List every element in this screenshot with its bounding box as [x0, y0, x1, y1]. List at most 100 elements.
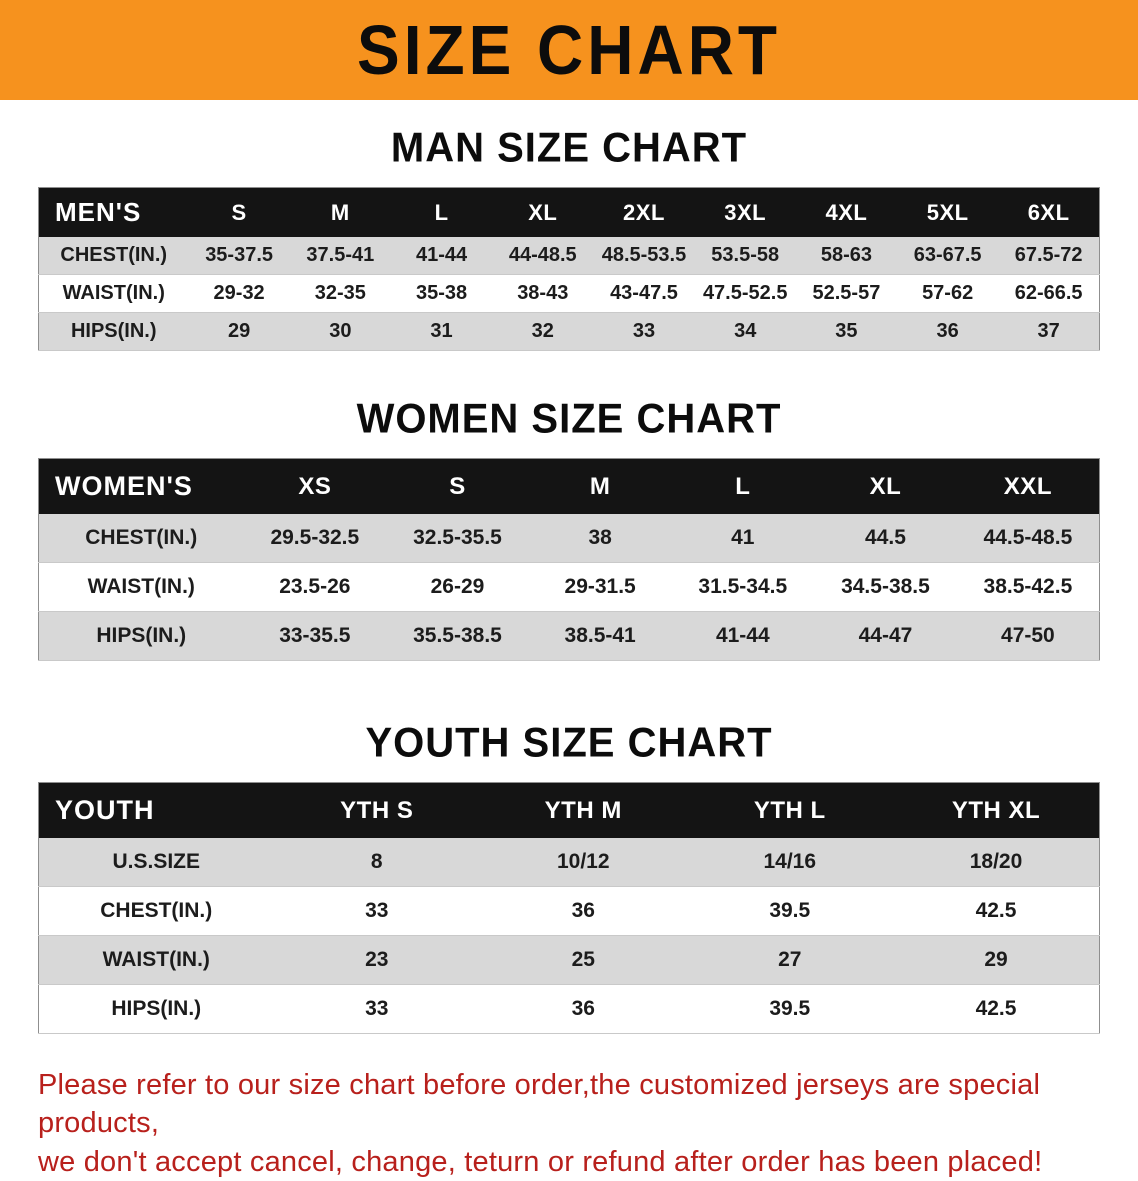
size-value: 39.5 — [686, 886, 893, 936]
size-value: 44-48.5 — [492, 237, 594, 275]
size-value: 42.5 — [893, 984, 1100, 1034]
size-value: 18/20 — [893, 838, 1100, 887]
size-column-header: YTH L — [686, 782, 893, 838]
size-value: 33 — [273, 886, 480, 936]
women-size-table: WOMEN'S XS S M L XL XXL CHEST(IN.) 29.5-32.5 32.5… — [38, 458, 1100, 661]
size-value: 35 — [795, 312, 898, 351]
table-row: CHEST(IN.) 29.5-32.5 32.5-35.5 38 41 44.5 44.5… — [38, 514, 1100, 563]
size-value: 57-62 — [897, 274, 999, 313]
size-column-header: L — [390, 187, 493, 237]
section-men: MAN SIZE CHART MEN'S S M L XL 2XL 3XL 4XL 5XL 6XL C… — [0, 124, 1138, 351]
size-value: 47.5-52.5 — [694, 274, 796, 313]
size-value: 37.5-41 — [289, 237, 391, 275]
disclaimer-line-2: we don't accept cancel, change, teturn o… — [38, 1145, 1043, 1178]
row-label: WAIST(IN.) — [38, 274, 189, 313]
row-label: CHEST(IN.) — [38, 514, 244, 563]
size-value: 48.5-53.5 — [593, 237, 695, 275]
section-title: MAN SIZE CHART — [390, 124, 748, 172]
size-value: 41 — [671, 514, 815, 563]
disclaimer-line-1: Please refer to our size chart before or… — [38, 1069, 1041, 1140]
size-column-header: M — [528, 458, 672, 514]
size-column-header: L — [671, 458, 815, 514]
size-value: 29 — [893, 935, 1100, 985]
size-value: 33 — [273, 984, 480, 1034]
table-row: CHEST(IN.) 33 36 39.5 42.5 — [38, 886, 1100, 936]
size-value: 33 — [593, 312, 695, 351]
table-row: CHEST(IN.) 35-37.5 37.5-41 41-44 44-48.5 48.5… — [38, 237, 1100, 275]
size-value: 10/12 — [480, 838, 687, 887]
size-value: 41-44 — [671, 611, 815, 661]
size-value: 30 — [289, 312, 391, 351]
size-value: 44.5-48.5 — [956, 514, 1100, 563]
size-column-header: 4XL — [795, 187, 898, 237]
size-column-header: 5XL — [897, 187, 999, 237]
size-value: 63-67.5 — [897, 237, 999, 275]
size-value: 32-35 — [289, 274, 391, 313]
size-value: 38-43 — [492, 274, 594, 313]
size-value: 29-32 — [188, 274, 290, 313]
size-column-header: YTH M — [480, 782, 687, 838]
size-column-header: XL — [492, 187, 594, 237]
table-header-row: YOUTH YTH S YTH M YTH L YTH XL — [38, 782, 1100, 838]
size-value: 29.5-32.5 — [243, 514, 387, 563]
section-women: WOMEN SIZE CHART WOMEN'S XS S M L XL XXL CHEST(I… — [0, 396, 1138, 661]
size-value: 31 — [390, 312, 493, 351]
table-row: WAIST(IN.) 23.5-26 26-29 29-31.5 31.5-34.5 34… — [38, 562, 1100, 612]
size-value: 8 — [273, 838, 480, 887]
row-label: CHEST(IN.) — [38, 886, 274, 936]
men-size-table: MEN'S S M L XL 2XL 3XL 4XL 5XL 6XL CHEST(IN.) 35-37… — [38, 187, 1100, 351]
size-value: 44-47 — [814, 611, 957, 661]
size-value: 25 — [480, 935, 687, 985]
size-value: 35-38 — [390, 274, 493, 313]
size-value: 38 — [528, 514, 672, 563]
size-value: 53.5-58 — [694, 237, 796, 275]
table-row: U.S.SIZE 8 10/12 14/16 18/20 — [38, 838, 1100, 887]
youth-size-table: YOUTH YTH S YTH M YTH L YTH XL U.S.SIZE 8 10/12… — [38, 782, 1100, 1034]
size-value: 43-47.5 — [593, 274, 695, 313]
table-header-row: WOMEN'S XS S M L XL XXL — [38, 458, 1100, 514]
size-value: 29-31.5 — [528, 562, 672, 612]
disclaimer: Please refer to our size chart before or… — [38, 1066, 1100, 1181]
row-label-header: MEN'S — [38, 187, 189, 237]
size-value: 14/16 — [686, 838, 893, 887]
size-column-header: S — [188, 187, 290, 237]
section-youth: YOUTH SIZE CHART YOUTH YTH S YTH M YTH L YTH … — [0, 719, 1138, 1034]
size-value: 47-50 — [956, 611, 1100, 661]
size-column-header: XS — [243, 458, 387, 514]
size-value: 39.5 — [686, 984, 893, 1034]
size-value: 23.5-26 — [243, 562, 387, 612]
size-value: 58-63 — [795, 237, 898, 275]
size-value: 35.5-38.5 — [386, 611, 529, 661]
size-value: 62-66.5 — [998, 274, 1100, 313]
size-value: 67.5-72 — [998, 237, 1100, 275]
size-value: 23 — [273, 935, 480, 985]
table-row: WAIST(IN.) 29-32 32-35 35-38 38-43 43-47.5 47.… — [38, 274, 1100, 313]
size-column-header: S — [386, 458, 529, 514]
table-header-row: MEN'S S M L XL 2XL 3XL 4XL 5XL 6XL — [38, 187, 1100, 237]
size-value: 37 — [998, 312, 1100, 351]
size-value: 34 — [694, 312, 796, 351]
size-value: 33-35.5 — [243, 611, 387, 661]
table-row: HIPS(IN.) 33 36 39.5 42.5 — [38, 984, 1100, 1034]
size-value: 32 — [492, 312, 594, 351]
section-title: YOUTH SIZE CHART — [365, 719, 773, 767]
page-title: SIZE CHART — [357, 11, 781, 89]
size-value: 38.5-41 — [528, 611, 672, 661]
row-label: HIPS(IN.) — [38, 611, 244, 661]
banner: SIZE CHART — [0, 0, 1138, 100]
row-label: WAIST(IN.) — [38, 935, 274, 985]
row-label: HIPS(IN.) — [38, 312, 189, 351]
row-label-header: WOMEN'S — [38, 458, 244, 514]
size-value: 36 — [480, 984, 687, 1034]
size-value: 27 — [686, 935, 893, 985]
size-column-header: YTH S — [273, 782, 480, 838]
row-label: U.S.SIZE — [38, 838, 274, 887]
size-value: 38.5-42.5 — [956, 562, 1100, 612]
size-column-header: XXL — [956, 458, 1100, 514]
size-column-header: 2XL — [593, 187, 695, 237]
size-value: 36 — [897, 312, 999, 351]
size-column-header: YTH XL — [893, 782, 1100, 838]
size-column-header: 6XL — [998, 187, 1100, 237]
row-label: WAIST(IN.) — [38, 562, 244, 612]
